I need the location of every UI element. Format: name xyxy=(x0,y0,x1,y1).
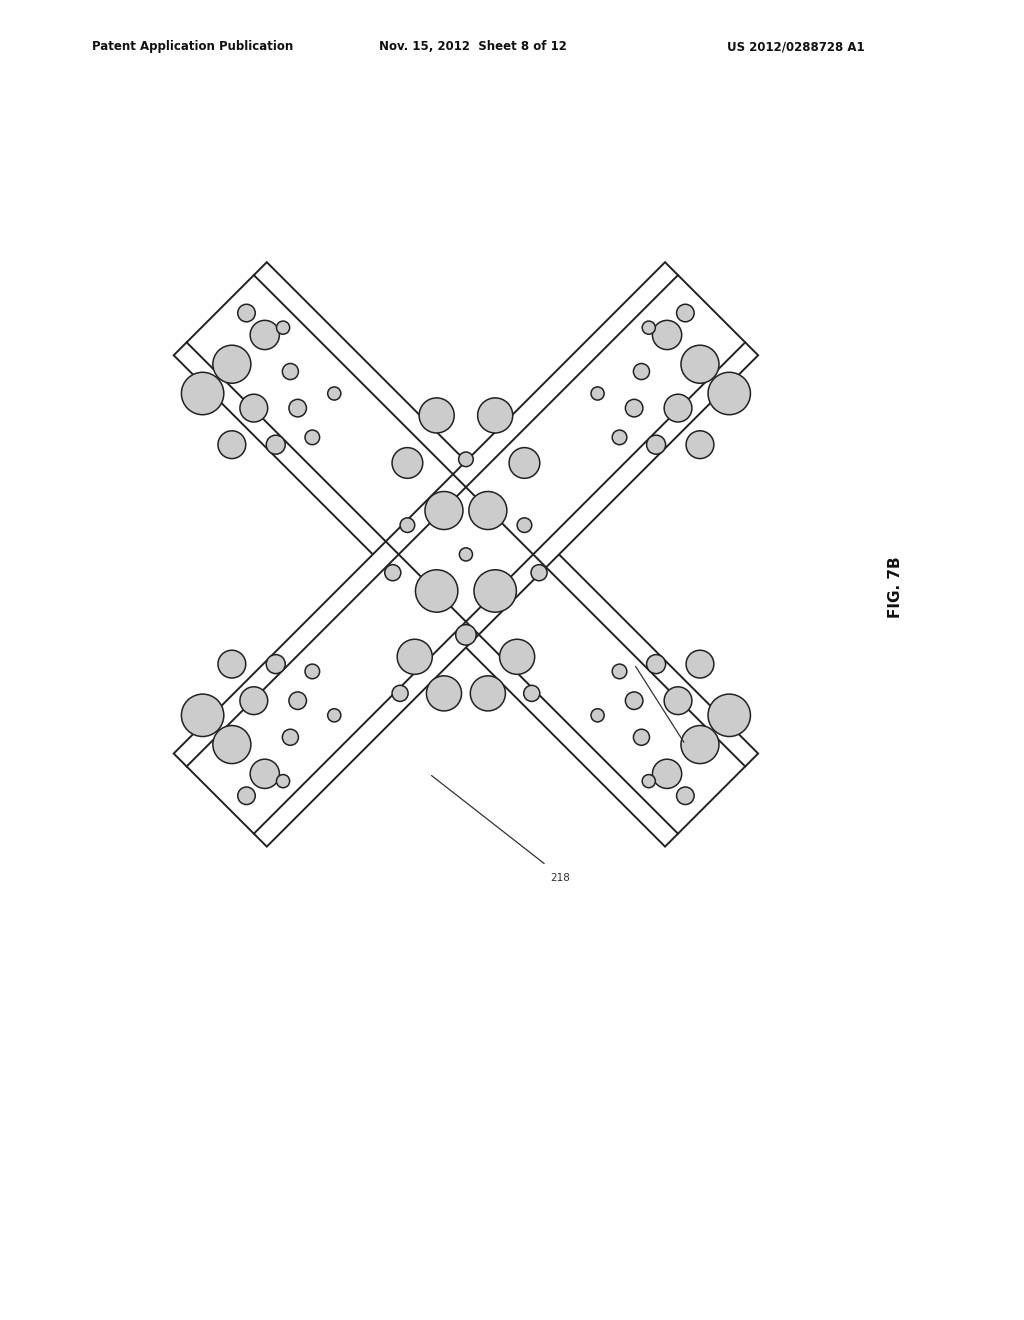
Circle shape xyxy=(392,447,423,478)
Circle shape xyxy=(665,686,692,714)
Circle shape xyxy=(416,570,458,612)
Circle shape xyxy=(276,775,290,788)
Circle shape xyxy=(460,548,472,561)
Polygon shape xyxy=(174,263,758,846)
Circle shape xyxy=(646,655,666,673)
Circle shape xyxy=(612,430,627,445)
Circle shape xyxy=(591,387,604,400)
Circle shape xyxy=(283,729,298,746)
Circle shape xyxy=(240,395,267,422)
Circle shape xyxy=(652,759,682,788)
Circle shape xyxy=(634,729,649,746)
Circle shape xyxy=(459,451,473,467)
Text: Nov. 15, 2012  Sheet 8 of 12: Nov. 15, 2012 Sheet 8 of 12 xyxy=(379,40,566,53)
Circle shape xyxy=(681,726,719,763)
Circle shape xyxy=(240,686,267,714)
Circle shape xyxy=(328,709,341,722)
Circle shape xyxy=(652,321,682,350)
Circle shape xyxy=(500,639,535,675)
Circle shape xyxy=(425,491,463,529)
Circle shape xyxy=(266,655,286,673)
Circle shape xyxy=(509,447,540,478)
Circle shape xyxy=(686,430,714,458)
Circle shape xyxy=(626,400,643,417)
Circle shape xyxy=(426,676,462,711)
Circle shape xyxy=(385,565,400,581)
Circle shape xyxy=(218,430,246,458)
Circle shape xyxy=(523,685,540,701)
Circle shape xyxy=(213,726,251,763)
Circle shape xyxy=(218,651,246,678)
Circle shape xyxy=(213,346,251,383)
Circle shape xyxy=(665,395,692,422)
Circle shape xyxy=(626,692,643,709)
Circle shape xyxy=(531,565,547,581)
Circle shape xyxy=(250,321,280,350)
Circle shape xyxy=(250,759,280,788)
Circle shape xyxy=(238,304,255,322)
Circle shape xyxy=(646,436,666,454)
Text: Patent Application Publication: Patent Application Publication xyxy=(92,40,294,53)
Circle shape xyxy=(686,651,714,678)
Circle shape xyxy=(469,491,507,529)
Circle shape xyxy=(181,694,224,737)
Circle shape xyxy=(642,775,655,788)
Circle shape xyxy=(708,372,751,414)
Text: 218: 218 xyxy=(550,873,570,883)
Text: 216: 216 xyxy=(689,738,699,758)
Circle shape xyxy=(392,685,409,701)
Polygon shape xyxy=(174,263,758,846)
Circle shape xyxy=(456,624,476,645)
Circle shape xyxy=(283,363,298,380)
Circle shape xyxy=(305,430,319,445)
Circle shape xyxy=(419,397,455,433)
Circle shape xyxy=(276,321,290,334)
Circle shape xyxy=(634,363,649,380)
Circle shape xyxy=(305,664,319,678)
Circle shape xyxy=(397,639,432,675)
Circle shape xyxy=(266,436,286,454)
Circle shape xyxy=(181,372,224,414)
Circle shape xyxy=(681,346,719,383)
Circle shape xyxy=(400,517,415,532)
Circle shape xyxy=(677,787,694,805)
Circle shape xyxy=(470,676,506,711)
Text: US 2012/0288728 A1: US 2012/0288728 A1 xyxy=(727,40,864,53)
Circle shape xyxy=(612,664,627,678)
Text: FIG. 7B: FIG. 7B xyxy=(889,557,903,618)
Circle shape xyxy=(642,321,655,334)
Circle shape xyxy=(238,787,255,805)
Circle shape xyxy=(677,304,694,322)
Circle shape xyxy=(289,692,306,709)
Circle shape xyxy=(474,570,516,612)
Circle shape xyxy=(328,387,341,400)
Circle shape xyxy=(477,397,513,433)
Circle shape xyxy=(289,400,306,417)
Circle shape xyxy=(591,709,604,722)
Circle shape xyxy=(708,694,751,737)
Circle shape xyxy=(517,517,531,532)
